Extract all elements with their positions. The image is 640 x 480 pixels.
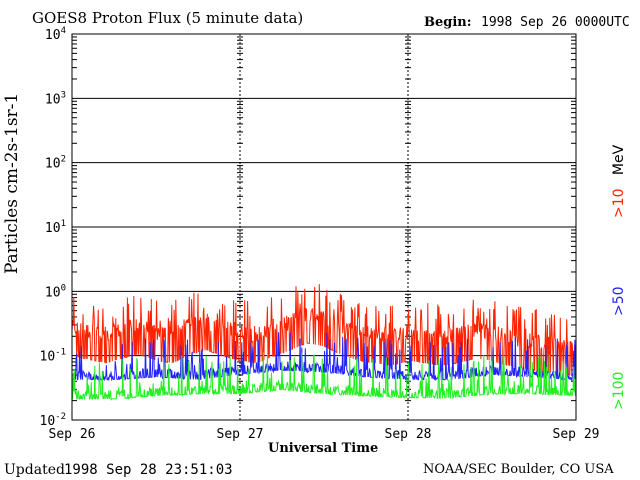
y-tick-label: 104: [45, 26, 66, 43]
legend-10mev-unit: MeV: [611, 144, 627, 176]
plot-frame: [71, 33, 577, 421]
legend-100-label: >100: [611, 371, 627, 410]
legend-50-label: >50: [611, 286, 627, 316]
updated-value: 1998 Sep 28 23:51:03: [64, 462, 233, 478]
x-tick-label: Sep 28: [385, 427, 432, 442]
credit-text: NOAA/SEC Boulder, CO USA: [423, 462, 614, 477]
x-tick-label: Sep 29: [553, 427, 600, 442]
legend-10mev: >10 MeV: [611, 145, 627, 218]
legend-10mev-label: >10: [611, 188, 627, 218]
begin-value: 1998 Sep 26 0000UTC: [481, 15, 630, 30]
updated-label: Updated: [4, 462, 65, 478]
begin-label: Begin:: [424, 15, 472, 30]
x-tick-label: Sep 26: [49, 427, 96, 442]
y-axis-label: Particles cm-2s-1sr-1: [2, 92, 22, 274]
y-tick-label: 101: [45, 219, 66, 236]
y-tick-label: 10-1: [40, 348, 67, 365]
x-axis-label: Universal Time: [268, 441, 379, 456]
y-tick-label: 102: [45, 155, 66, 172]
chart-title: GOES8 Proton Flux (5 minute data): [32, 9, 304, 27]
x-tick-label: Sep 27: [217, 427, 264, 442]
series-line-2: [72, 351, 577, 401]
y-tick-label: 103: [45, 90, 66, 107]
y-tick-label: 100: [45, 283, 66, 300]
legend-50: >50: [611, 286, 627, 316]
series-layer: [71, 284, 577, 401]
legend-100: >100: [611, 372, 627, 410]
